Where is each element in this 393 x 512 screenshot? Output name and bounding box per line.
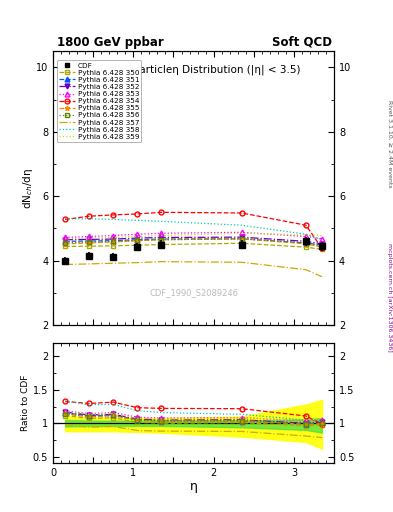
Legend: CDF, Pythia 6.428 350, Pythia 6.428 351, Pythia 6.428 352, Pythia 6.428 353, Pyt: CDF, Pythia 6.428 350, Pythia 6.428 351,…	[57, 60, 141, 142]
Y-axis label: dN$_{ch}$/dη: dN$_{ch}$/dη	[20, 167, 35, 209]
Text: Charged Particleη Distribution (|η| < 3.5): Charged Particleη Distribution (|η| < 3.…	[86, 65, 301, 75]
Text: CDF_1990_S2089246: CDF_1990_S2089246	[149, 288, 238, 297]
Text: 1800 GeV ppbar: 1800 GeV ppbar	[57, 36, 164, 49]
X-axis label: η: η	[189, 480, 198, 493]
Text: Soft QCD: Soft QCD	[272, 36, 332, 49]
Text: mcplots.cern.ch [arXiv:1306.3436]: mcplots.cern.ch [arXiv:1306.3436]	[387, 243, 392, 351]
Text: Rivet 3.1.10, ≥ 2.4M events: Rivet 3.1.10, ≥ 2.4M events	[387, 99, 392, 187]
Y-axis label: Ratio to CDF: Ratio to CDF	[21, 375, 30, 432]
